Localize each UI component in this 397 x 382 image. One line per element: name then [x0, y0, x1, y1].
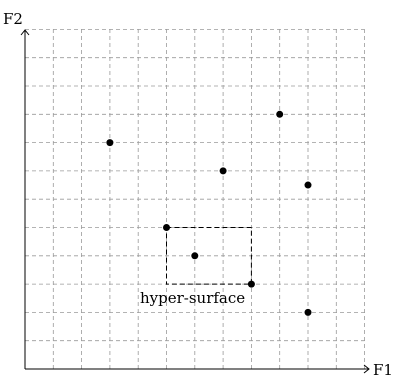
hyper-surface-box [166, 227, 252, 285]
data-point [191, 252, 199, 260]
y-axis-label: F2 [3, 10, 23, 28]
x-axis-arrow [363, 364, 370, 374]
axes: F1 F2 [3, 10, 393, 379]
data-point [304, 308, 312, 316]
data-point [219, 167, 227, 175]
data-point [304, 181, 312, 189]
data-point [276, 110, 284, 118]
data-point [163, 224, 170, 231]
x-axis-label: F1 [373, 361, 393, 379]
points [106, 110, 312, 316]
y-axis-arrow [20, 29, 30, 36]
grid [25, 28, 366, 369]
data-point [247, 280, 255, 288]
data-point [106, 139, 114, 147]
hyper-surface-label: hyper-surface [140, 289, 245, 307]
